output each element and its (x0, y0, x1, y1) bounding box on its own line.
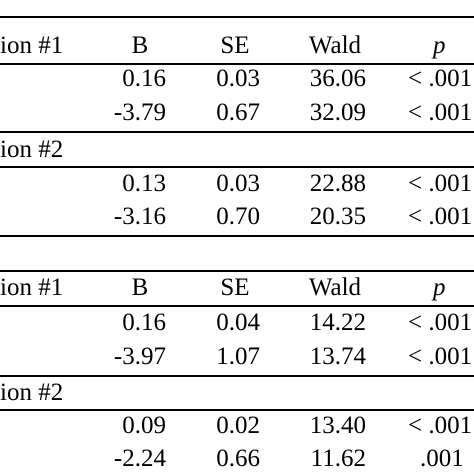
table2-m1-row1-b: 0.16 (122, 309, 166, 336)
table2-model2-rule (0, 375, 474, 377)
table1-m1-row2-p: < .001 (408, 99, 473, 126)
table2-m1-row2-se: 1.07 (216, 343, 260, 370)
table2-m1-row1-p: < .001 (408, 309, 473, 336)
table2-header-rule (0, 305, 474, 307)
table2-header-se: SE (220, 274, 250, 301)
table2-m1-row2-wald: 13.74 (309, 343, 366, 370)
table2-top-rule (0, 270, 474, 272)
table2-m2-row1-b: 0.09 (122, 412, 166, 439)
table1-model2-header-rule (0, 166, 474, 168)
table1-m2-row2-wald: 20.35 (309, 203, 366, 230)
table2-header-b: B (131, 274, 149, 301)
table1-model1-label: ion #1 (0, 32, 64, 59)
table1-m1-row1-p: < .001 (408, 65, 473, 92)
table1-model2-rule (0, 131, 474, 133)
table1-m2-row2-b: -3.16 (113, 203, 166, 230)
table1-m1-row2-b: -3.79 (113, 99, 166, 126)
table1-m1-row2-se: 0.67 (216, 99, 260, 126)
table1-header-rule (0, 63, 474, 65)
table1-m1-row1-se: 0.03 (216, 65, 260, 92)
table2-m2-row2-se: 0.66 (216, 445, 260, 472)
table1-m2-row1-p: < .001 (408, 170, 473, 197)
table1-m1-row1-b: 0.16 (122, 65, 166, 92)
table2-model2-label: ion #2 (0, 379, 64, 406)
table2-m2-row1-se: 0.02 (216, 412, 260, 439)
table2-model2-header-rule (0, 409, 474, 411)
table2-header-wald: Wald (308, 274, 362, 301)
table2-model1-label: ion #1 (0, 274, 64, 301)
table2-header-p: p (433, 274, 446, 301)
table1-header-wald: Wald (308, 32, 362, 59)
table1-bottom-rule (0, 235, 474, 237)
table1-m2-row1-wald: 22.88 (309, 170, 366, 197)
table1-header-p: p (433, 32, 446, 59)
table2-m1-row1-wald: 14.22 (309, 309, 366, 336)
table2-m2-row1-wald: 13.40 (309, 412, 366, 439)
table1-m1-row2-wald: 32.09 (309, 99, 366, 126)
table1-m2-row1-se: 0.03 (216, 170, 260, 197)
table1-top-rule (0, 16, 474, 18)
table2-m1-row2-b: -3.97 (113, 343, 166, 370)
table2-m2-row2-p: .001 (420, 445, 464, 472)
table2-m2-row2-b: -2.24 (113, 445, 166, 472)
table1-m2-row2-p: < .001 (408, 203, 473, 230)
table1-m2-row1-b: 0.13 (122, 170, 166, 197)
table2-m1-row2-p: < .001 (408, 343, 473, 370)
table1-model2-label: ion #2 (0, 136, 64, 163)
table1-m1-row1-wald: 36.06 (309, 65, 366, 92)
table1-header-b: B (131, 32, 149, 59)
table2-m2-row2-wald: 11.62 (310, 445, 366, 472)
table2-m1-row1-se: 0.04 (216, 309, 260, 336)
table1-m2-row2-se: 0.70 (216, 203, 260, 230)
table2-m2-row1-p: < .001 (408, 412, 473, 439)
table1-header-se: SE (220, 32, 250, 59)
